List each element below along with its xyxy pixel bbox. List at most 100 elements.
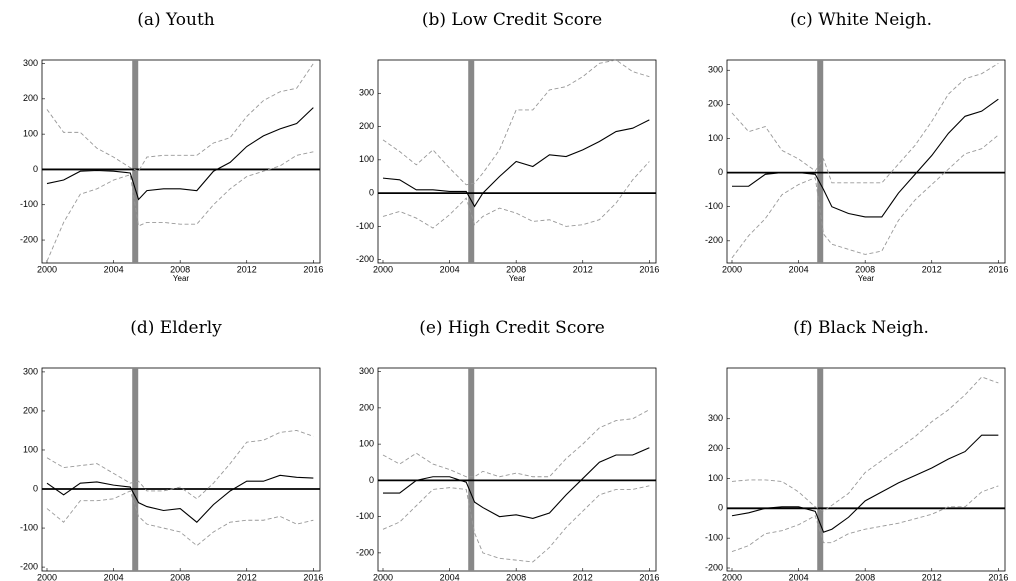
y-tick-label: 100 <box>359 154 374 164</box>
plot-frame <box>726 367 1006 572</box>
x-axis-label: Year <box>858 274 875 283</box>
y-tick-label: 0 <box>369 475 374 485</box>
y-tick-label: 200 <box>23 93 38 103</box>
y-tick-label: 0 <box>33 483 38 493</box>
y-tick-label: 0 <box>369 187 374 197</box>
y-tick-label: -200 <box>705 562 723 572</box>
y-tick-label: 300 <box>708 65 723 75</box>
y-tick-label: 100 <box>359 439 374 449</box>
y-tick-label: -100 <box>356 221 374 231</box>
x-tick-label: 2004 <box>104 264 124 274</box>
y-tick-label: 300 <box>23 366 38 376</box>
y-tick-label: -100 <box>20 199 38 209</box>
x-tick-label: 2012 <box>922 264 942 274</box>
panel-title: (e) High Credit Score <box>419 318 605 338</box>
x-tick-label: 2000 <box>722 572 742 581</box>
estimate-line <box>382 119 650 208</box>
x-tick-label: 2004 <box>104 572 124 581</box>
confidence-line <box>382 409 650 478</box>
confidence-line <box>382 161 650 229</box>
confidence-line <box>731 376 999 512</box>
x-tick-label: 2016 <box>303 264 323 274</box>
panel-title: (f) Black Neigh. <box>793 318 929 338</box>
x-tick-label: 2012 <box>237 264 257 274</box>
x-tick-label: 2004 <box>789 264 809 274</box>
x-tick-label: 2016 <box>639 572 659 581</box>
confidence-line <box>382 59 650 186</box>
y-tick-label: -100 <box>20 522 38 532</box>
plot-frame <box>377 59 657 264</box>
panel-title: (b) Low Credit Score <box>422 10 602 30</box>
y-tick-label: 300 <box>359 88 374 98</box>
y-tick-label: -200 <box>705 235 723 245</box>
x-tick-label: 2008 <box>506 264 526 274</box>
y-tick-label: 0 <box>718 503 723 513</box>
y-tick-label: 200 <box>23 405 38 415</box>
y-tick-label: 200 <box>708 99 723 109</box>
confidence-line <box>46 63 314 172</box>
x-tick-label: 2000 <box>37 572 57 581</box>
y-tick-label: 300 <box>23 58 38 68</box>
x-tick-label: 2000 <box>722 264 742 274</box>
y-tick-label: 200 <box>359 402 374 412</box>
x-tick-label: 2004 <box>440 572 460 581</box>
panel-title: (d) Elderly <box>130 318 222 338</box>
x-tick-label: 2012 <box>573 572 593 581</box>
confidence-line <box>46 151 314 262</box>
x-tick-label: 2012 <box>573 264 593 274</box>
plot-frame <box>41 59 321 264</box>
plot-frame <box>41 367 321 572</box>
estimate-line <box>46 107 314 201</box>
confidence-line <box>731 134 999 259</box>
y-tick-label: 200 <box>708 443 723 453</box>
y-tick-label: 100 <box>708 133 723 143</box>
x-tick-label: 2008 <box>855 264 875 274</box>
estimate-line <box>731 98 999 218</box>
y-tick-label: -100 <box>356 511 374 521</box>
x-tick-label: 2008 <box>170 572 190 581</box>
x-tick-label: 2012 <box>922 572 942 581</box>
x-tick-label: 2000 <box>37 264 57 274</box>
x-axis-label: Year <box>173 274 190 283</box>
panel-title: (c) White Neigh. <box>790 10 932 30</box>
estimate-line <box>46 474 314 523</box>
confidence-line <box>46 490 314 547</box>
y-tick-label: -200 <box>356 547 374 557</box>
y-tick-label: 300 <box>359 366 374 376</box>
x-tick-label: 2008 <box>855 572 875 581</box>
confidence-line <box>731 63 999 184</box>
confidence-line <box>731 485 999 553</box>
estimate-line <box>731 434 999 533</box>
y-tick-label: 200 <box>359 121 374 131</box>
y-tick-label: 100 <box>23 129 38 139</box>
x-tick-label: 2008 <box>170 264 190 274</box>
y-tick-label: -100 <box>705 533 723 543</box>
x-tick-label: 2000 <box>373 264 393 274</box>
y-tick-label: 100 <box>708 473 723 483</box>
y-tick-label: 300 <box>708 413 723 423</box>
y-tick-label: -200 <box>356 254 374 264</box>
x-tick-label: 2004 <box>440 264 460 274</box>
confidence-line <box>46 430 314 500</box>
y-tick-label: -200 <box>20 561 38 571</box>
y-tick-label: -100 <box>705 201 723 211</box>
x-tick-label: 2016 <box>988 572 1008 581</box>
panel-title: (a) Youth <box>137 10 215 30</box>
x-tick-label: 2016 <box>988 264 1008 274</box>
x-tick-label: 2016 <box>303 572 323 581</box>
confidence-line <box>382 485 650 563</box>
plot-frame <box>377 367 657 572</box>
x-axis-label: Year <box>509 274 526 283</box>
y-tick-label: 0 <box>718 167 723 177</box>
estimate-line <box>382 447 650 520</box>
y-tick-label: -200 <box>20 234 38 244</box>
x-tick-label: 2008 <box>506 572 526 581</box>
x-tick-label: 2012 <box>237 572 257 581</box>
x-tick-label: 2016 <box>639 264 659 274</box>
x-tick-label: 2000 <box>373 572 393 581</box>
y-tick-label: 0 <box>33 164 38 174</box>
plot-frame <box>726 59 1006 264</box>
x-tick-label: 2004 <box>789 572 809 581</box>
